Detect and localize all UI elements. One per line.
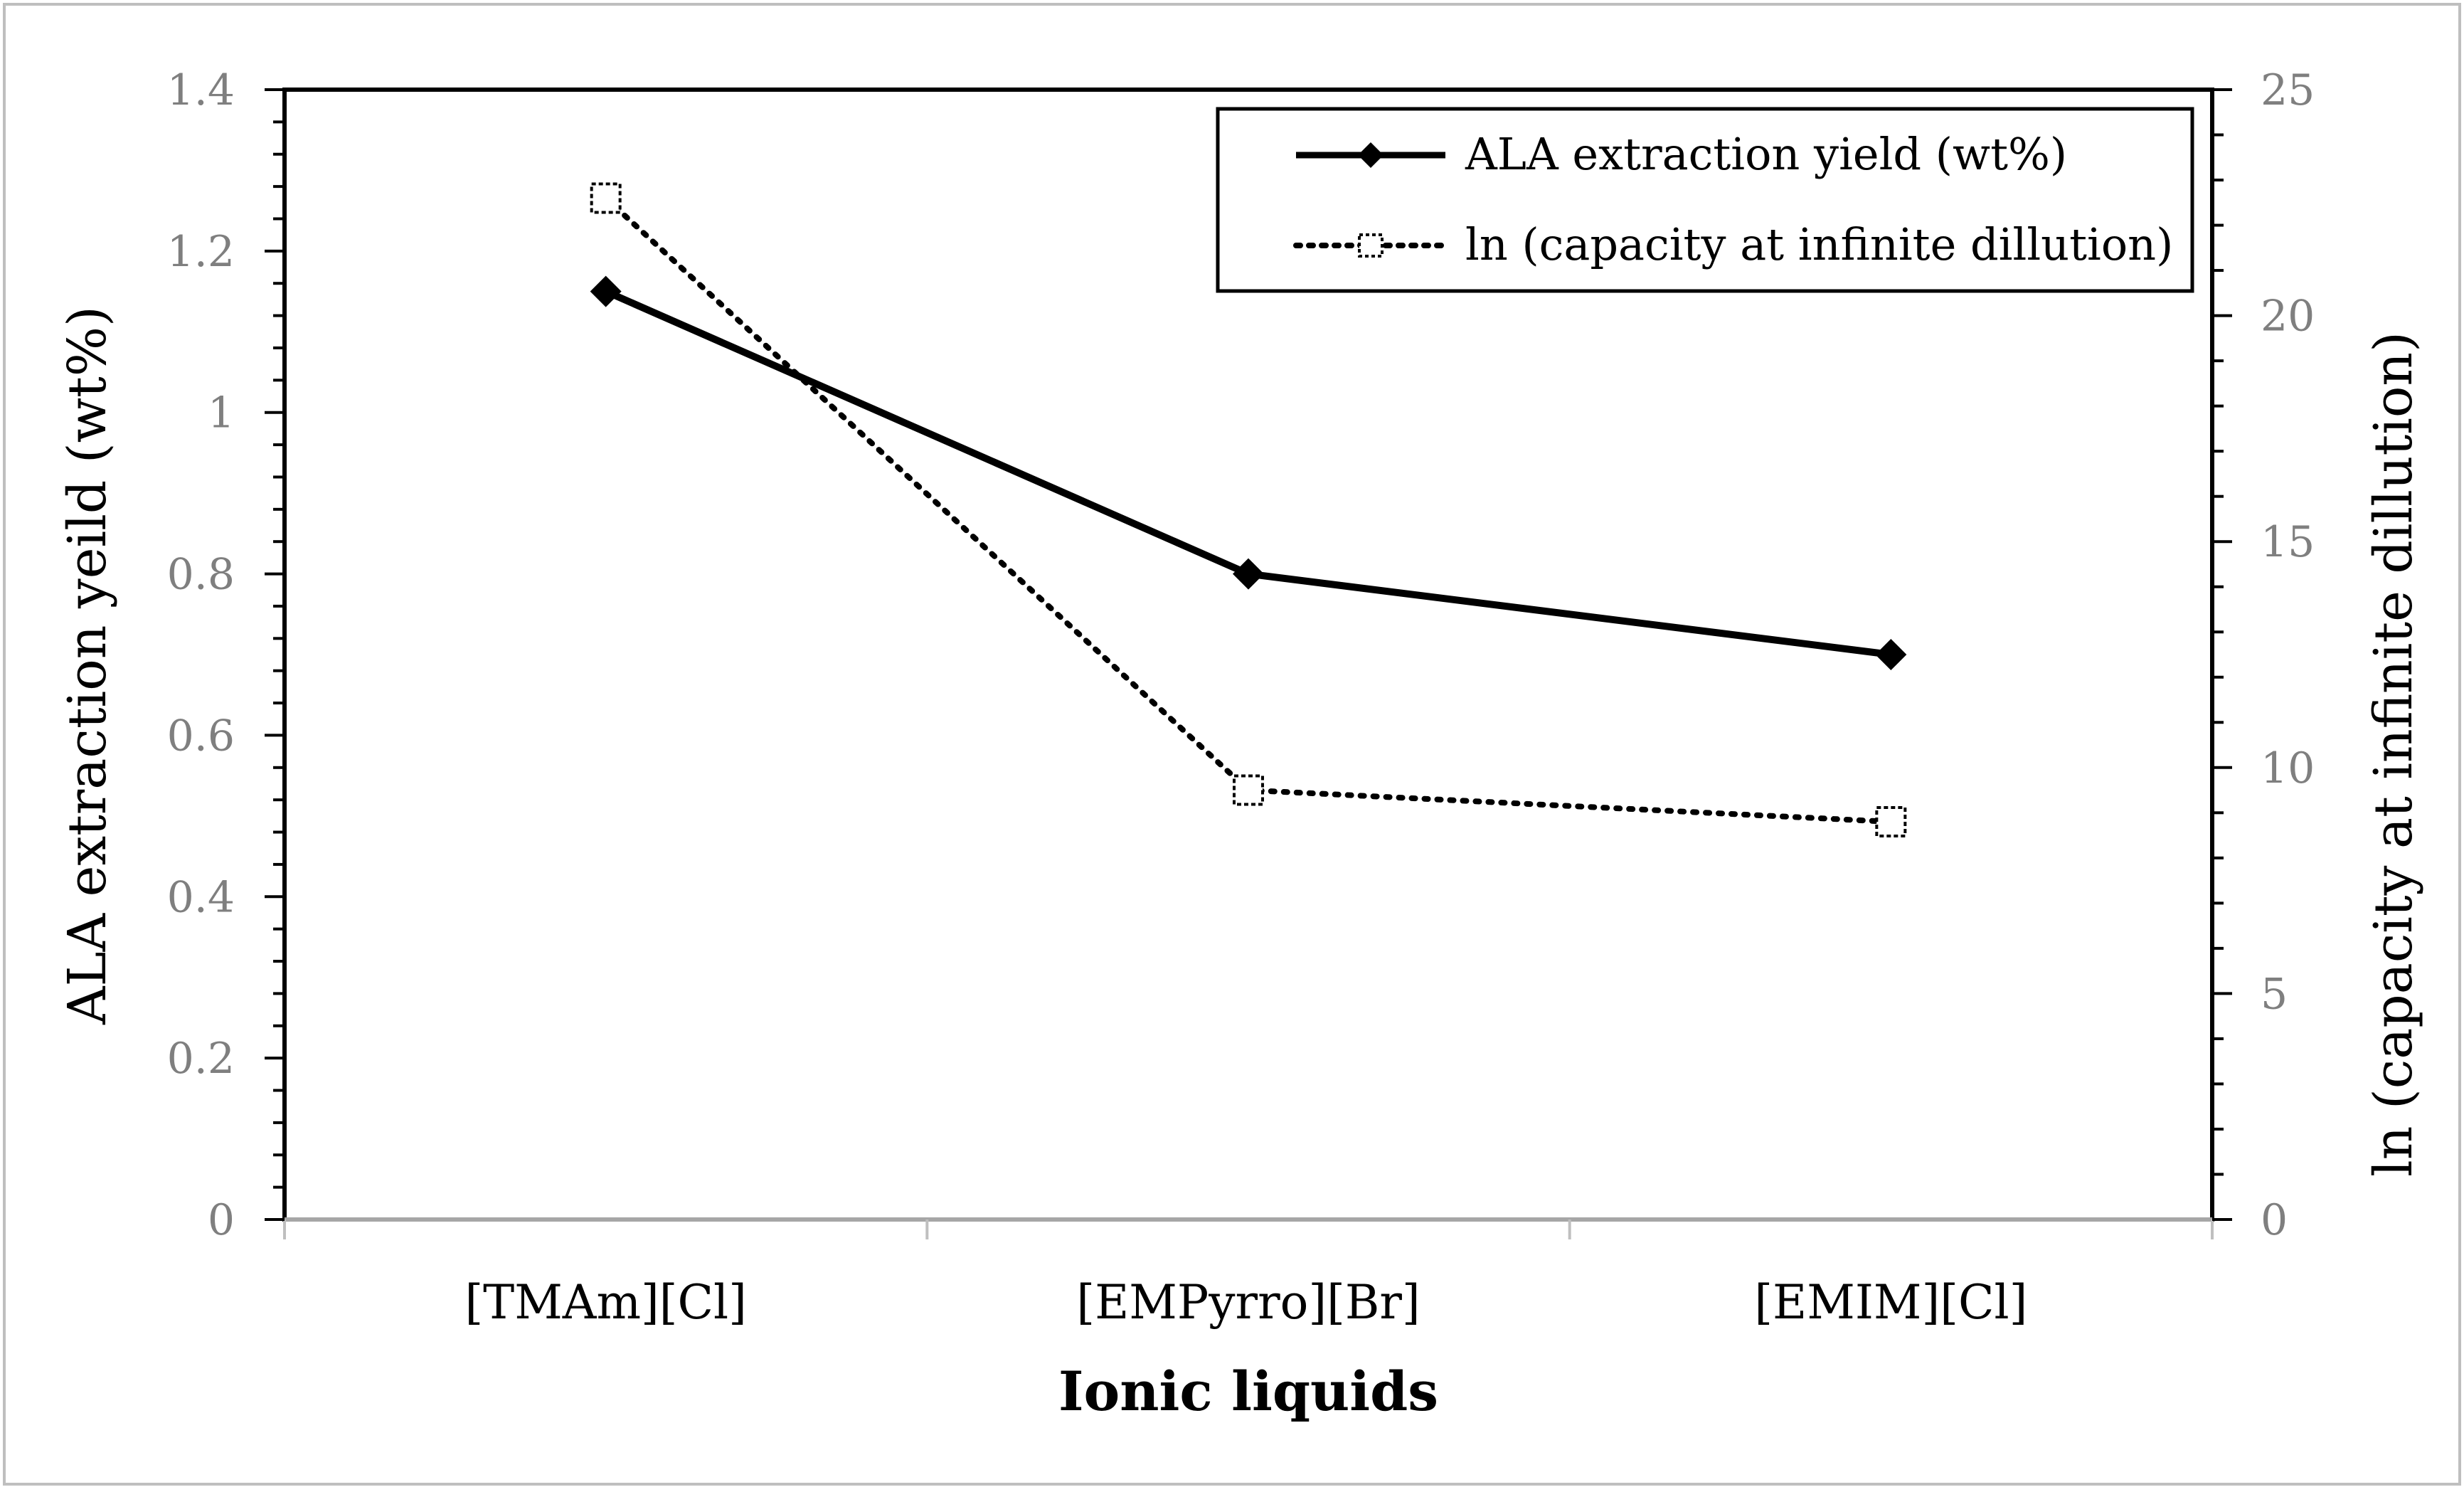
data-point [1875, 639, 1907, 670]
left-tick-label: 1.4 [167, 65, 235, 115]
legend-marker-capacity [1358, 233, 1384, 258]
data-point [1233, 774, 1264, 806]
left-tick-label: 1.2 [167, 227, 235, 277]
legend: ALA extraction yield (wt%) ln (capacity … [1216, 107, 2194, 293]
left-tick-label: 0.4 [167, 872, 235, 922]
right-tick-label: 25 [2261, 65, 2315, 115]
x-tick-label: [TMAm][Cl] [464, 1275, 746, 1330]
legend-label-capacity: ln (capacity at infinite dillution) [1465, 218, 2173, 270]
legend-marker-yield [1358, 142, 1384, 168]
x-tick-label: [EMPyrro][Br] [1076, 1275, 1420, 1330]
y2-axis-title: ln (capacity at infinite dillution) [2363, 332, 2424, 1177]
data-point [1233, 558, 1264, 590]
left-tick-labels: 0 0.2 0.4 0.6 0.8 1 1.2 1.4 [167, 65, 235, 1245]
right-tick-label: 10 [2261, 744, 2315, 793]
axes [265, 88, 2232, 1239]
x-axis-title: Ionic liquids [1058, 1360, 1438, 1423]
x-tick-labels: [TMAm][Cl] [EMPyrro][Br] [EMIM][Cl] [464, 1275, 2027, 1330]
y-axis-title: ALA extraction yeild (wt%) [57, 306, 118, 1025]
right-tick-label: 15 [2261, 517, 2315, 567]
left-tick-label: 0.2 [167, 1034, 235, 1084]
right-tick-label: 5 [2261, 969, 2288, 1019]
series-layer [590, 182, 1907, 838]
left-tick-label: 1 [208, 388, 235, 438]
series-capacity [590, 182, 1907, 838]
left-tick-label: 0 [208, 1195, 235, 1245]
right-tick-label: 20 [2261, 292, 2315, 342]
left-tick-label: 0.6 [167, 711, 235, 761]
data-point [590, 182, 622, 214]
legend-label-yield: ALA extraction yield (wt%) [1465, 128, 2067, 180]
right-tick-label: 0 [2261, 1195, 2288, 1245]
right-tick-labels: 0 5 10 15 20 25 [2261, 65, 2315, 1245]
series-yield [590, 275, 1907, 670]
legend-box [1216, 107, 2194, 293]
data-point [1875, 806, 1907, 838]
data-point [590, 275, 622, 307]
x-tick-label: [EMIM][Cl] [1754, 1275, 2027, 1330]
left-tick-label: 0.8 [167, 550, 235, 600]
